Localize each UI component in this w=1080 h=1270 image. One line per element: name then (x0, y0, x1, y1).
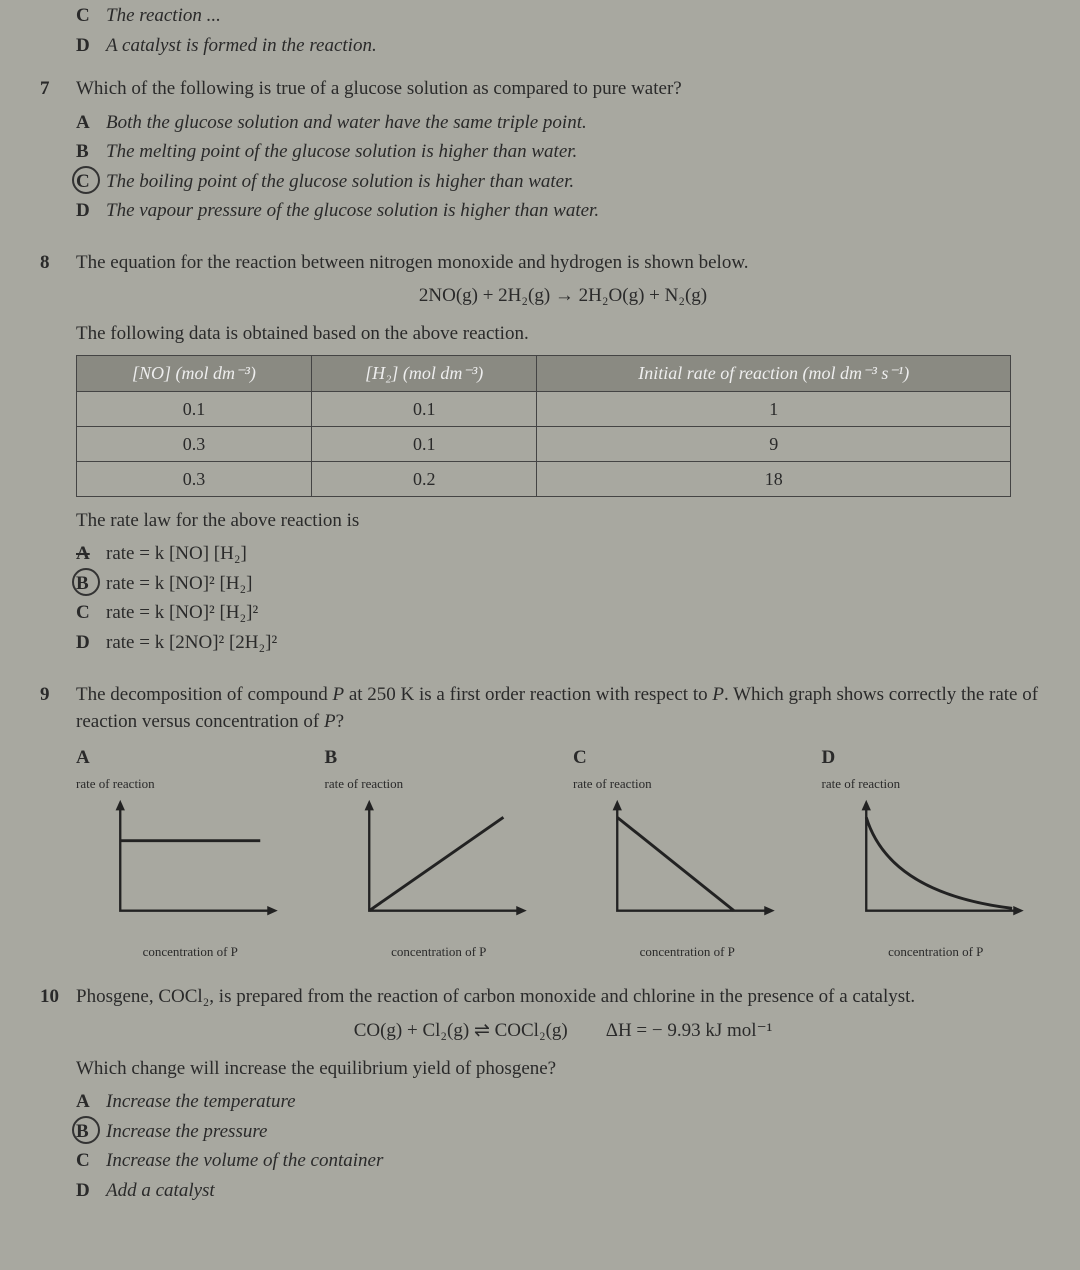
question-10: 10 Phosgene, COCl₂, is prepared from the… (40, 983, 1050, 1206)
q10-circled: B (76, 1118, 106, 1146)
q7-opt-d: DThe vapour pressure of the glucose solu… (76, 197, 1050, 225)
q10-opt-b: BIncrease the pressure (76, 1118, 1050, 1146)
q8-equation: 2NO(g) + 2H₂(g) → 2H₂O(g) + N₂(g) (76, 282, 1050, 310)
partial-question-tail: C The reaction ... D A catalyst is forme… (76, 2, 1050, 59)
opt-text-d: A catalyst is formed in the reaction. (106, 32, 1050, 60)
opt-letter-d: D (76, 32, 106, 60)
q9-number: 9 (40, 681, 76, 962)
q7-number: 7 (40, 75, 76, 227)
table-row: 0.30.19 (77, 426, 1011, 461)
q8-opt-b: Brate = k [NO]² [H₂] (76, 570, 1050, 598)
q8-th-0: [NO] (mol dm⁻³) (77, 356, 312, 391)
opt-c-partial: C The reaction ... (76, 2, 1050, 30)
q7-opt-c: CThe boiling point of the glucose soluti… (76, 168, 1050, 196)
q8-number: 8 (40, 249, 76, 659)
opt-text-c: The reaction ... (106, 2, 1050, 30)
question-8: 8 The equation for the reaction between … (40, 249, 1050, 659)
table-row: 0.30.218 (77, 461, 1011, 496)
q10-equation: CO(g) + Cl₂(g) ⇌ COCl₂(g) ΔH = − 9.93 kJ… (76, 1017, 1050, 1045)
opt-d-partial: D A catalyst is formed in the reaction. (76, 32, 1050, 60)
chart-a (76, 794, 305, 934)
q8-ratelaw-intro: The rate law for the above reaction is (76, 507, 1050, 535)
q10-stem1: Phosgene, COCl₂, is prepared from the re… (76, 983, 1050, 1011)
q10-number: 10 (40, 983, 76, 1206)
q8-th-2: Initial rate of reaction (mol dm⁻³ s⁻¹) (537, 356, 1011, 391)
q7-circled: C (76, 168, 106, 196)
q10-opt-d: DAdd a catalyst (76, 1177, 1050, 1205)
q9-graph-d: D rate of reaction concentration of P (822, 744, 1051, 962)
question-9: 9 The decomposition of compound P at 250… (40, 681, 1050, 962)
q8-circled: B (76, 570, 106, 598)
q8-opt-a: Arate = k [NO] [H₂] (76, 540, 1050, 568)
q7-opt-a: ABoth the glucose solution and water hav… (76, 109, 1050, 137)
q7-stem: Which of the following is true of a gluc… (76, 75, 1050, 103)
q10-opt-c: CIncrease the volume of the container (76, 1147, 1050, 1175)
chart-c (573, 794, 802, 934)
q9-graph-b: B rate of reaction concentration of P (325, 744, 554, 962)
chart-b (325, 794, 554, 934)
q8-opt-d: Drate = k [2NO]² [2H₂]² (76, 629, 1050, 657)
q8-th-1: [H₂] (mol dm⁻³) (311, 356, 537, 391)
q8-data-table: [NO] (mol dm⁻³) [H₂] (mol dm⁻³) Initial … (76, 355, 1011, 496)
q8-stem: The equation for the reaction between ni… (76, 249, 1050, 277)
q8-opt-c: Crate = k [NO]² [H₂]² (76, 599, 1050, 627)
chart-d (822, 794, 1051, 934)
q10-stem2: Which change will increase the equilibri… (76, 1055, 1050, 1083)
q9-graph-a: A rate of reaction concentration of P (76, 744, 305, 962)
q9-graph-c: C rate of reaction concentration of P (573, 744, 802, 962)
q9-stem: The decomposition of compound P at 250 K… (76, 681, 1050, 736)
q8-followup: The following data is obtained based on … (76, 320, 1050, 348)
table-row: 0.10.11 (77, 391, 1011, 426)
opt-letter-c: C (76, 2, 106, 30)
question-7: 7 Which of the following is true of a gl… (40, 75, 1050, 227)
q7-opt-b: BThe melting point of the glucose soluti… (76, 138, 1050, 166)
q10-opt-a: AIncrease the temperature (76, 1088, 1050, 1116)
